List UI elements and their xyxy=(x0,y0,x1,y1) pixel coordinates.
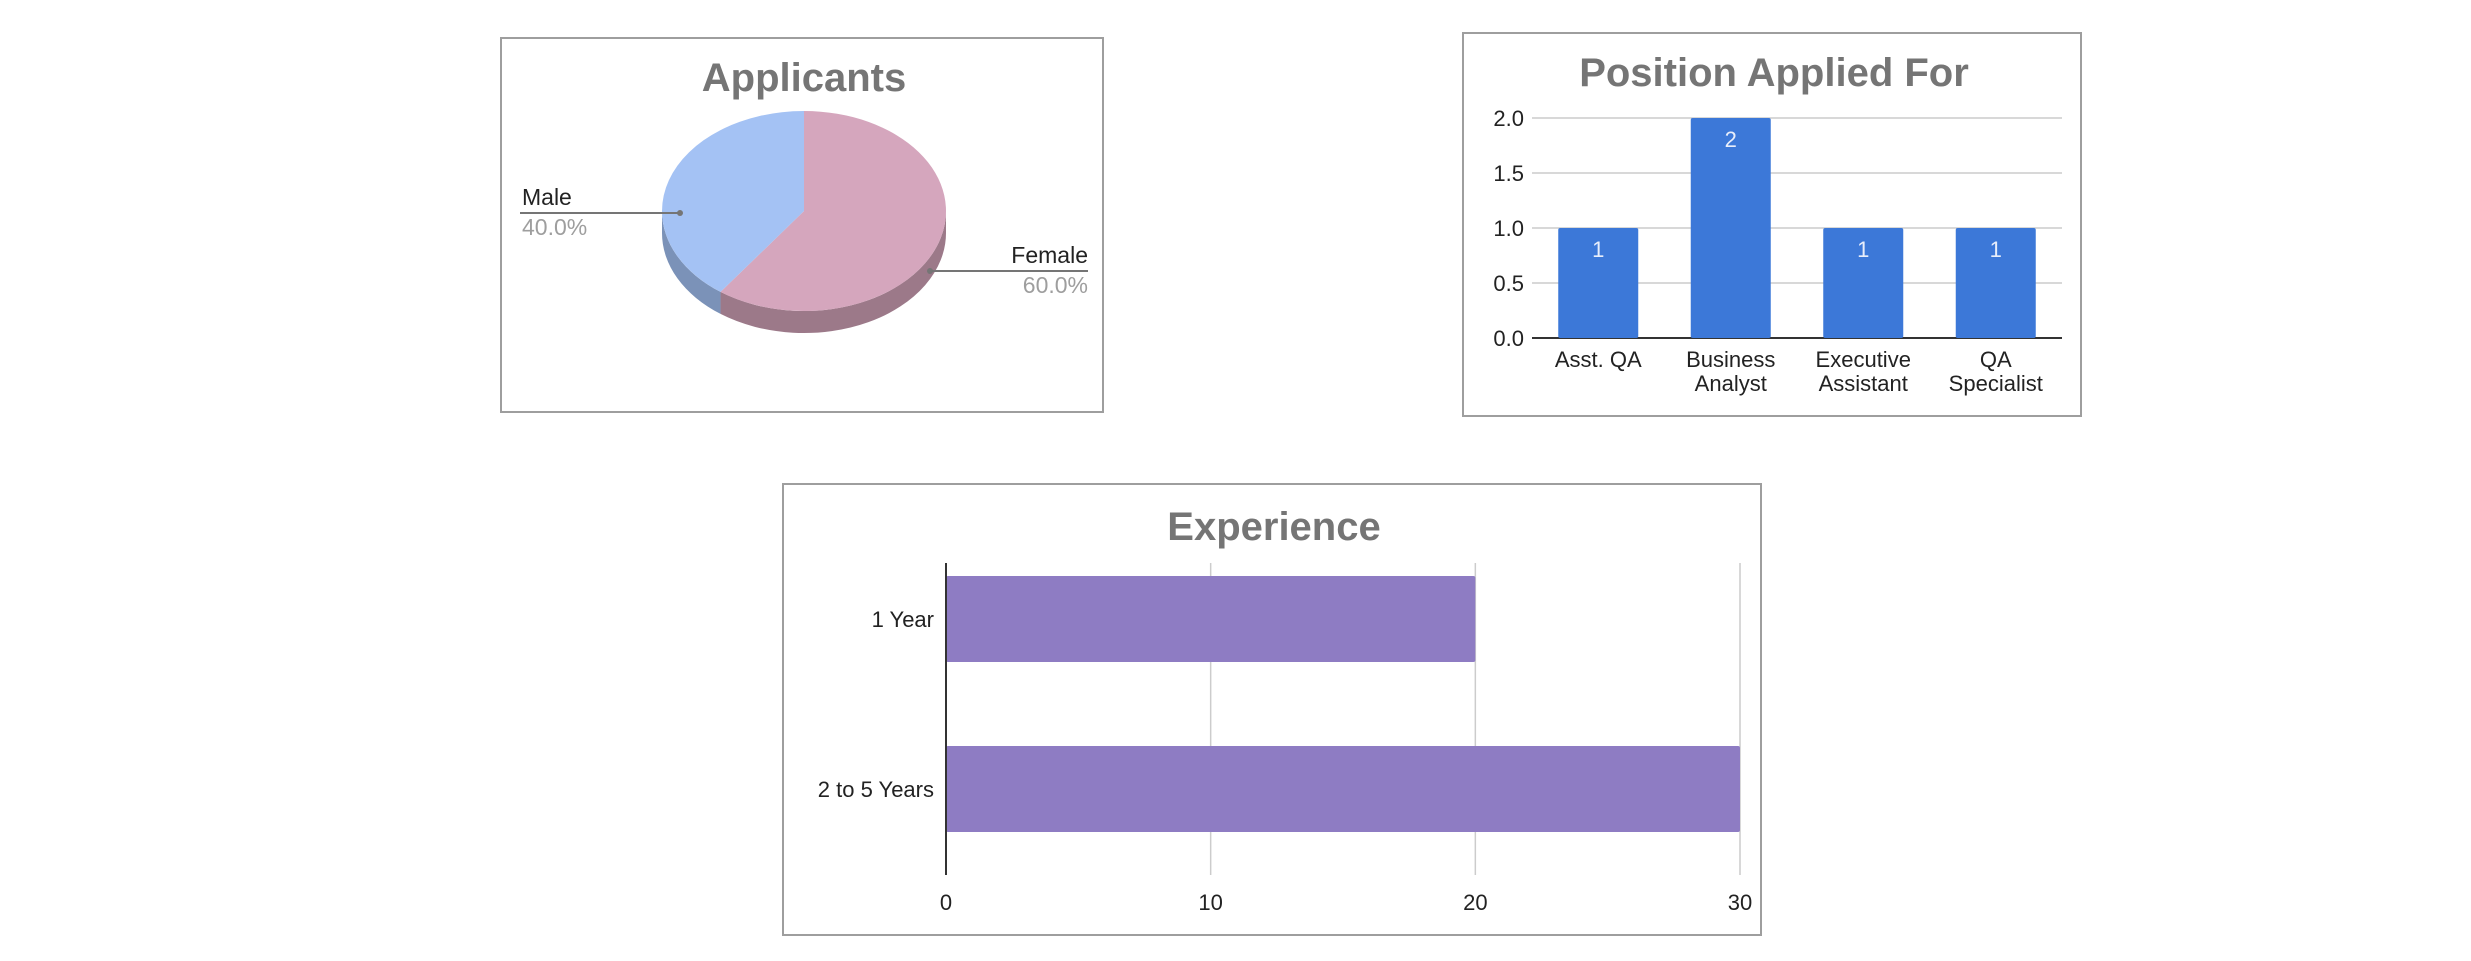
experience-chart: Experience 0 10 20 30 1 Year 2 to 5 Years xyxy=(782,483,1762,936)
y-tick-label: 0.0 xyxy=(1493,326,1524,351)
pie-slice xyxy=(662,111,804,292)
y-tick-label: 0.5 xyxy=(1493,271,1524,296)
pie-percent: 40.0% xyxy=(522,214,587,240)
bar xyxy=(946,576,1476,662)
x-tick-label: Asst. QA xyxy=(1555,347,1642,372)
x-tick-label: QA xyxy=(1980,347,2012,372)
bar xyxy=(1823,228,1904,338)
x-tick-label: Executive xyxy=(1816,347,1911,372)
y-tick-label: 2.0 xyxy=(1493,106,1524,131)
y-tick-label: 2 to 5 Years xyxy=(818,777,934,802)
experience-bar-svg: Experience 0 10 20 30 1 Year 2 to 5 Years xyxy=(818,505,1752,915)
y-tick-label: 1 Year xyxy=(872,607,934,632)
x-tick-label: 0 xyxy=(940,890,952,915)
x-tick-label: Analyst xyxy=(1695,371,1767,396)
pie-slice-side xyxy=(720,211,946,333)
leader-dot xyxy=(677,210,683,216)
bar xyxy=(1955,228,2036,338)
chart-title: Applicants xyxy=(702,56,906,100)
applicants-chart: Applicants Male 40.0% Female 60.0% xyxy=(500,37,1104,413)
x-tick-label: Specialist xyxy=(1949,371,2043,396)
bar-value-label: 1 xyxy=(1592,237,1604,262)
chart-title: Position Applied For xyxy=(1579,51,1969,95)
pie-slice-side xyxy=(662,211,721,314)
x-tick-label: 10 xyxy=(1198,890,1222,915)
x-tick-label: 30 xyxy=(1728,890,1752,915)
y-tick-label: 1.0 xyxy=(1493,216,1524,241)
bar-value-label: 1 xyxy=(1857,237,1869,262)
y-tick-label: 1.5 xyxy=(1493,161,1524,186)
pie-slice xyxy=(720,111,946,311)
bar xyxy=(1558,228,1639,338)
bar xyxy=(1690,118,1771,338)
pie-percent: 60.0% xyxy=(1023,272,1088,298)
pie-label: Male xyxy=(522,184,572,210)
bar-value-label: 1 xyxy=(1990,237,2002,262)
applicants-pie-svg: Applicants Male 40.0% Female 60.0% xyxy=(520,56,1088,333)
pie-label: Female xyxy=(1011,242,1088,268)
leader-dot xyxy=(927,268,933,274)
position-bar-svg: Position Applied For 0.0 0.5 1.0 1.5 2.0 1 Ass… xyxy=(1493,51,2062,396)
bar xyxy=(946,746,1740,832)
chart-title: Experience xyxy=(1167,505,1380,549)
bar-value-label: 2 xyxy=(1725,127,1737,152)
x-tick-label: 20 xyxy=(1463,890,1487,915)
x-tick-label: Assistant xyxy=(1819,371,1908,396)
x-tick-label: Business xyxy=(1686,347,1775,372)
position-chart: Position Applied For 0.0 0.5 1.0 1.5 2.0 1 Ass… xyxy=(1462,32,2082,417)
